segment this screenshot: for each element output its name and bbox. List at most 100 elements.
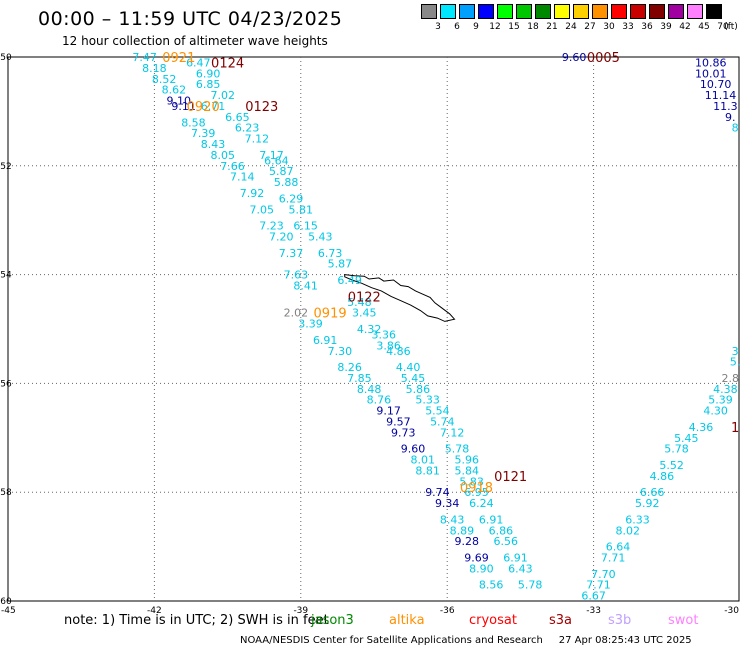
swh-value: 5.78 xyxy=(518,579,543,592)
swh-value: 2.02 xyxy=(284,307,309,320)
swh-value: 8.56 xyxy=(479,579,504,592)
legend-label: 9 xyxy=(473,22,479,32)
swh-value: 9.11 xyxy=(171,100,196,113)
swh-value: 6.64 xyxy=(264,154,289,167)
pass-time-label: 0918 xyxy=(460,481,493,496)
legend-label: 27 xyxy=(584,22,596,32)
legend-label: 18 xyxy=(527,22,539,32)
swh-value: 8.62 xyxy=(162,84,187,97)
swh-value: 5.86 xyxy=(406,383,431,396)
map-subtitle: 12 hour collection of altimeter wave hei… xyxy=(62,34,328,48)
swh-value: 7.05 xyxy=(250,203,275,216)
swh-value: 5.87 xyxy=(328,258,353,271)
swh-value: 8.58 xyxy=(181,116,206,129)
swh-value: 8.90 xyxy=(469,562,494,575)
swh-value: 9.60 xyxy=(562,51,587,64)
legend-swatch xyxy=(630,4,646,19)
swh-value: 7.30 xyxy=(328,345,353,358)
swh-value: 4.32 xyxy=(357,323,382,336)
swh-value: 9.17 xyxy=(376,405,401,418)
swh-value: 5.88 xyxy=(274,176,299,189)
swh-value: 8.81 xyxy=(415,464,440,477)
satellite-label: s3a xyxy=(549,613,573,628)
pass-time-label: 0921 xyxy=(162,51,195,66)
swh-value: 6.33 xyxy=(625,513,650,526)
swh-value: 8.43 xyxy=(440,513,465,526)
lat-tick-label: -56 xyxy=(0,379,12,389)
swh-value: 5.45 xyxy=(674,432,699,445)
swh-value: 6.90 xyxy=(196,67,221,80)
legend-label: 12 xyxy=(489,22,501,32)
swh-value: 9.34 xyxy=(435,497,460,510)
swh-value: 8.52 xyxy=(152,73,177,86)
legend-label: 39 xyxy=(660,22,672,32)
satellite-label: swot xyxy=(668,613,699,628)
swh-value: 4.86 xyxy=(386,345,411,358)
swh-value: 2.8 xyxy=(721,372,739,385)
pass-time-label: 0005 xyxy=(587,51,620,66)
legend-swatch xyxy=(497,4,513,19)
swh-value: 7.02 xyxy=(210,89,235,102)
swh-value: 7.85 xyxy=(347,372,372,385)
lon-tick-label: -39 xyxy=(293,606,308,616)
legend-swatch xyxy=(573,4,589,19)
legend-label: 42 xyxy=(679,22,691,32)
legend-swatch xyxy=(554,4,570,19)
legend-swatch xyxy=(668,4,684,19)
swh-value: 6.56 xyxy=(494,535,519,548)
swh-value: 9.74 xyxy=(425,486,450,499)
swh-value: 6.65 xyxy=(225,111,250,124)
legend-swatch xyxy=(421,4,437,19)
swh-value: 6.91 xyxy=(313,334,338,347)
satellite-label: jason3 xyxy=(311,613,354,628)
legend-label: 3 xyxy=(435,22,441,32)
legend-label: 24 xyxy=(565,22,577,32)
swh-value: 5.78 xyxy=(664,443,689,456)
swh-value: 6.24 xyxy=(469,497,494,510)
swh-value: 6.91 xyxy=(479,513,504,526)
swh-value: 8.05 xyxy=(210,149,235,162)
swh-value: 11.3 xyxy=(713,100,738,113)
swh-value: 9.10 xyxy=(167,95,192,108)
pass-time-label: 0122 xyxy=(348,290,381,305)
swh-value: 3.45 xyxy=(352,307,377,320)
pass-time-label: 0123 xyxy=(245,100,278,115)
lat-tick-label: -50 xyxy=(0,53,12,63)
swh-value: 7.47 xyxy=(132,51,157,64)
swh-value: 8.76 xyxy=(367,394,392,407)
swh-value: 6.29 xyxy=(279,192,304,205)
swh-value: 7.92 xyxy=(240,187,265,200)
footer-note: note: 1) Time is in UTC; 2) SWH is in fe… xyxy=(64,613,329,628)
swh-value: 10.86 xyxy=(695,56,727,69)
swh-value: 5.48 xyxy=(347,296,372,309)
legend-swatch xyxy=(459,4,475,19)
swh-value: 5.84 xyxy=(454,464,479,477)
swh-value: 5.96 xyxy=(454,454,479,467)
swh-value: 6.49 xyxy=(337,274,362,287)
legend-label: 30 xyxy=(603,22,615,32)
legend-unit: (ft) xyxy=(724,22,738,32)
swh-value: 3 xyxy=(732,345,739,358)
pass-time-label: 0124 xyxy=(211,56,244,71)
swh-value: 5.78 xyxy=(445,443,470,456)
swh-value: 6.85 xyxy=(196,78,221,91)
swh-value: 9.73 xyxy=(391,426,416,439)
map-frame xyxy=(7,56,740,602)
swh-value: 8.26 xyxy=(337,361,362,374)
legend-label: 45 xyxy=(698,22,710,32)
swh-value: 8.41 xyxy=(293,279,318,292)
lon-tick-label: -30 xyxy=(724,606,739,616)
swh-value: 5.39 xyxy=(708,394,733,407)
swh-value: 5. xyxy=(730,356,740,369)
swh-value: 4.38 xyxy=(713,383,738,396)
swh-value: 7.23 xyxy=(259,220,284,233)
legend-label: 6 xyxy=(454,22,460,32)
swh-value: 9.28 xyxy=(454,535,479,548)
swh-value: 7.12 xyxy=(245,133,270,146)
swh-value: 6.95 xyxy=(464,486,489,499)
legend-swatch xyxy=(687,4,703,19)
legend-swatch xyxy=(478,4,494,19)
legend-swatch xyxy=(440,4,456,19)
swh-value: 8.18 xyxy=(142,62,167,75)
